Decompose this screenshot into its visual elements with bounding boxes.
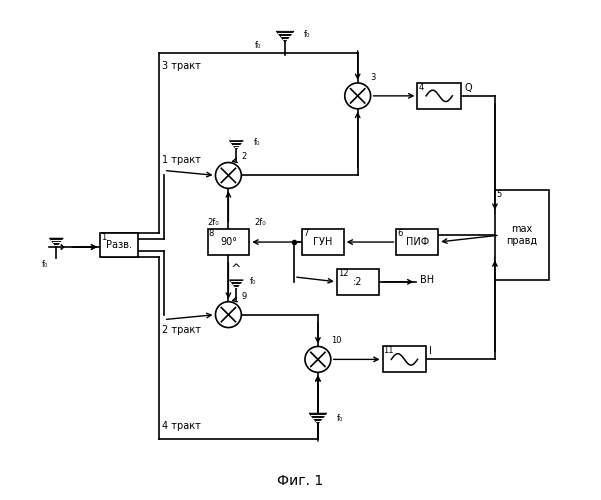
Text: ^: ^ — [231, 263, 242, 276]
Text: ВН: ВН — [420, 275, 435, 285]
Text: f₀: f₀ — [42, 260, 49, 269]
Text: 1 тракт: 1 тракт — [162, 156, 201, 166]
Text: f₀: f₀ — [337, 414, 343, 423]
Text: 7: 7 — [303, 229, 308, 238]
Text: 1: 1 — [101, 233, 106, 242]
Text: 2: 2 — [242, 152, 246, 162]
Text: ПИФ: ПИФ — [406, 237, 429, 247]
Text: :2: :2 — [353, 277, 362, 287]
Polygon shape — [49, 238, 63, 247]
Text: max
правд: max правд — [506, 224, 537, 246]
Polygon shape — [276, 31, 294, 42]
Text: 5: 5 — [496, 190, 501, 200]
Text: 10: 10 — [331, 336, 341, 345]
Text: f₀: f₀ — [255, 41, 261, 50]
Text: 12: 12 — [338, 269, 349, 278]
Text: 6: 6 — [397, 229, 403, 238]
Text: 3: 3 — [371, 73, 376, 82]
Bar — [495, 190, 549, 280]
Circle shape — [216, 162, 242, 188]
Text: f₀: f₀ — [304, 30, 310, 39]
Text: 9: 9 — [242, 292, 246, 300]
Text: Q: Q — [464, 83, 472, 93]
Circle shape — [305, 346, 331, 372]
Polygon shape — [230, 280, 243, 289]
Text: Разв.: Разв. — [106, 240, 132, 250]
Text: f₀: f₀ — [250, 277, 257, 286]
Polygon shape — [230, 140, 243, 149]
Text: 2 тракт: 2 тракт — [162, 324, 201, 334]
Text: I: I — [429, 346, 432, 356]
Bar — [337, 269, 379, 294]
Bar — [397, 229, 438, 255]
Bar — [302, 229, 344, 255]
Text: ГУН: ГУН — [313, 237, 332, 247]
Bar — [100, 233, 138, 257]
Circle shape — [216, 302, 242, 328]
Text: 4: 4 — [418, 83, 424, 92]
Circle shape — [345, 83, 371, 109]
Text: 2f₀: 2f₀ — [207, 218, 219, 227]
Text: 3 тракт: 3 тракт — [162, 61, 201, 71]
Text: 2f₀: 2f₀ — [254, 218, 266, 227]
Text: f₀: f₀ — [254, 138, 261, 146]
Bar — [207, 229, 249, 255]
Text: 4 тракт: 4 тракт — [162, 421, 201, 431]
Bar — [383, 346, 426, 372]
Text: Фиг. 1: Фиг. 1 — [277, 474, 323, 488]
Polygon shape — [309, 413, 327, 424]
Text: 8: 8 — [209, 229, 214, 238]
Text: 90°: 90° — [220, 237, 237, 247]
Bar — [417, 83, 461, 109]
Text: 11: 11 — [383, 346, 394, 356]
